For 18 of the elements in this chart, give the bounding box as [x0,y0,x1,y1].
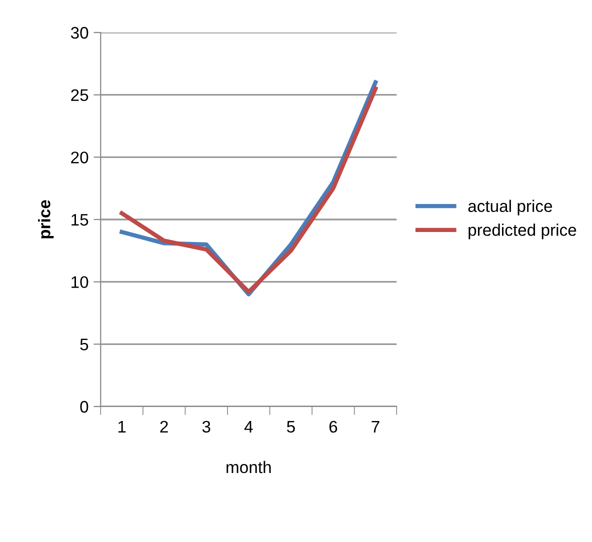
x-tick-label: 1 [118,421,126,432]
x-tick-label: 4 [244,421,253,432]
y-tick-label: 0 [80,400,88,413]
legend-label: actual price [468,200,552,216]
x-tick-label: 2 [160,420,168,432]
x-tick-label: 7 [372,421,380,432]
y-tick-label: 20 [71,152,88,164]
x-tick-label: 6 [329,420,338,433]
x-tick-label: 5 [286,421,295,433]
y-tick-label: 25 [71,89,88,102]
y-axis-title: price [38,200,54,238]
y-tick-label: 30 [70,26,88,39]
x-axis-title: month [226,460,271,474]
y-tick-label: 5 [80,338,88,350]
x-tick-label: 3 [202,420,210,433]
y-tick-label: 10 [72,276,88,288]
legend-label: predicted price [468,224,576,240]
y-tick-label: 15 [72,214,88,226]
